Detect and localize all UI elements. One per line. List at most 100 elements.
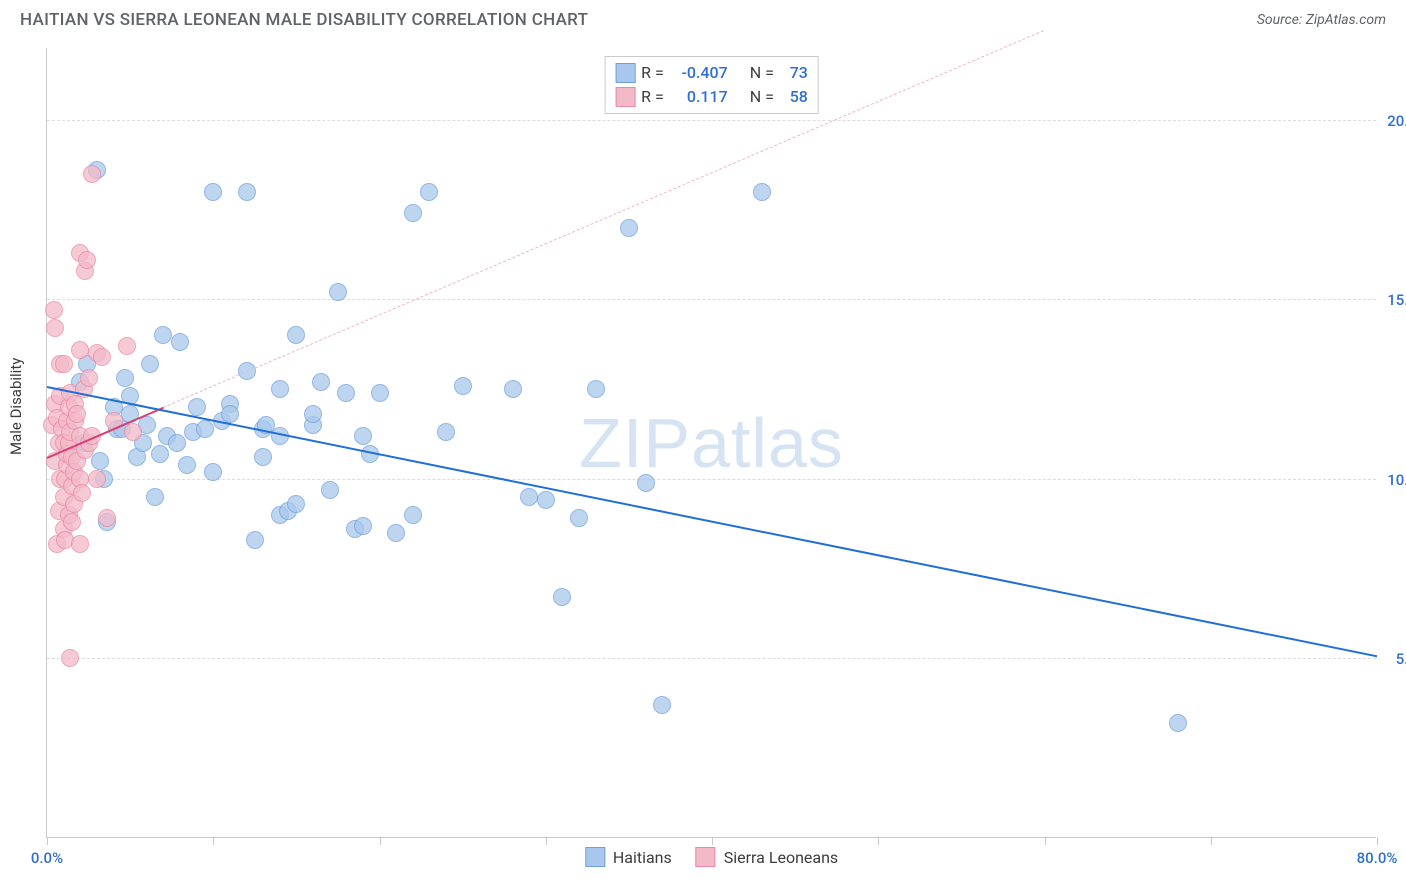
data-point xyxy=(171,333,189,351)
stats-box: R = -0.407 N = 73 R = 0.117 N = 58 xyxy=(604,56,819,114)
data-point xyxy=(178,456,196,474)
data-point xyxy=(753,183,771,201)
stat-r-haitians: -0.407 xyxy=(670,61,728,85)
data-point xyxy=(204,183,222,201)
data-point xyxy=(73,484,91,502)
data-point xyxy=(437,423,455,441)
stat-n-haitians: 73 xyxy=(780,61,808,85)
gridline: 5.0% xyxy=(47,658,1376,659)
data-point xyxy=(71,535,89,553)
legend-sierra: Sierra Leoneans xyxy=(696,847,838,867)
data-point xyxy=(570,509,588,527)
ytick-label: 5.0% xyxy=(1378,650,1406,668)
gridline: 15.0% xyxy=(47,299,1376,300)
data-point xyxy=(371,384,389,402)
data-point xyxy=(354,427,372,445)
xtick xyxy=(546,837,547,845)
data-point xyxy=(337,384,355,402)
data-point xyxy=(504,380,522,398)
data-point xyxy=(287,326,305,344)
data-point xyxy=(80,369,98,387)
data-point xyxy=(91,452,109,470)
ytick-label: 20.0% xyxy=(1378,112,1406,130)
stat-r-sierra: 0.117 xyxy=(670,85,728,109)
legend-swatch-haitians xyxy=(585,847,605,867)
legend-haitians: Haitians xyxy=(585,847,672,867)
xtick xyxy=(380,837,381,845)
data-point xyxy=(312,373,330,391)
data-point xyxy=(271,380,289,398)
data-point xyxy=(304,405,322,423)
data-point xyxy=(63,513,81,531)
data-point xyxy=(1169,714,1187,732)
data-point xyxy=(116,369,134,387)
plot-area: ZIPatlas 5.0% 10.0% 15.0% 20.0% R = -0.407 … xyxy=(46,48,1376,838)
xtick xyxy=(1211,837,1212,845)
data-point xyxy=(68,405,86,423)
data-point xyxy=(520,488,538,506)
stats-row-sierra: R = 0.117 N = 58 xyxy=(615,85,808,109)
data-point xyxy=(188,398,206,416)
data-point xyxy=(168,434,186,452)
data-point xyxy=(61,649,79,667)
source-label: Source: ZipAtlas.com xyxy=(1257,12,1386,28)
chart-title: HAITIAN VS SIERRA LEONEAN MALE DISABILIT… xyxy=(20,10,588,30)
xtick xyxy=(878,837,879,845)
data-point xyxy=(238,183,256,201)
data-point xyxy=(146,488,164,506)
data-point xyxy=(254,448,272,466)
data-point xyxy=(354,517,372,535)
ytick-label: 15.0% xyxy=(1378,291,1406,309)
data-point xyxy=(321,481,339,499)
data-point xyxy=(154,326,172,344)
trend-line xyxy=(47,386,1377,657)
ytick-label: 10.0% xyxy=(1378,471,1406,489)
data-point xyxy=(204,463,222,481)
data-point xyxy=(45,301,63,319)
data-point xyxy=(83,165,101,183)
legend-swatch-sierra xyxy=(696,847,716,867)
data-point xyxy=(454,377,472,395)
data-point xyxy=(118,337,136,355)
data-point xyxy=(287,495,305,513)
data-point xyxy=(98,509,116,527)
swatch-haitians xyxy=(615,63,635,83)
stats-row-haitians: R = -0.407 N = 73 xyxy=(615,61,808,85)
data-point xyxy=(246,531,264,549)
data-point xyxy=(420,183,438,201)
data-point xyxy=(46,319,64,337)
data-point xyxy=(553,588,571,606)
data-point xyxy=(141,355,159,373)
data-point xyxy=(404,506,422,524)
gridline: 20.0% xyxy=(47,120,1376,121)
data-point xyxy=(93,348,111,366)
data-point xyxy=(620,219,638,237)
data-point xyxy=(387,524,405,542)
data-point xyxy=(587,380,605,398)
data-point xyxy=(88,470,106,488)
data-point xyxy=(71,341,89,359)
data-point xyxy=(404,204,422,222)
data-point xyxy=(637,474,655,492)
data-point xyxy=(151,445,169,463)
gridline: 10.0% xyxy=(47,479,1376,480)
swatch-sierra xyxy=(615,87,635,107)
data-point xyxy=(537,491,555,509)
data-point xyxy=(653,696,671,714)
data-point xyxy=(329,283,347,301)
xtick xyxy=(47,837,48,845)
xtick xyxy=(213,837,214,845)
watermark: ZIPatlas xyxy=(579,403,844,483)
xtick-label: 0.0% xyxy=(31,849,63,867)
xtick-label: 80.0% xyxy=(1357,849,1398,867)
xtick xyxy=(712,837,713,845)
stat-n-sierra: 58 xyxy=(780,85,808,109)
data-point xyxy=(78,251,96,269)
xtick xyxy=(1045,837,1046,845)
data-point xyxy=(124,423,142,441)
data-point xyxy=(221,405,239,423)
xtick xyxy=(1377,837,1378,845)
y-axis-label: Male Disability xyxy=(7,358,25,455)
chart-header: HAITIAN VS SIERRA LEONEAN MALE DISABILIT… xyxy=(0,0,1406,36)
data-point xyxy=(55,355,73,373)
